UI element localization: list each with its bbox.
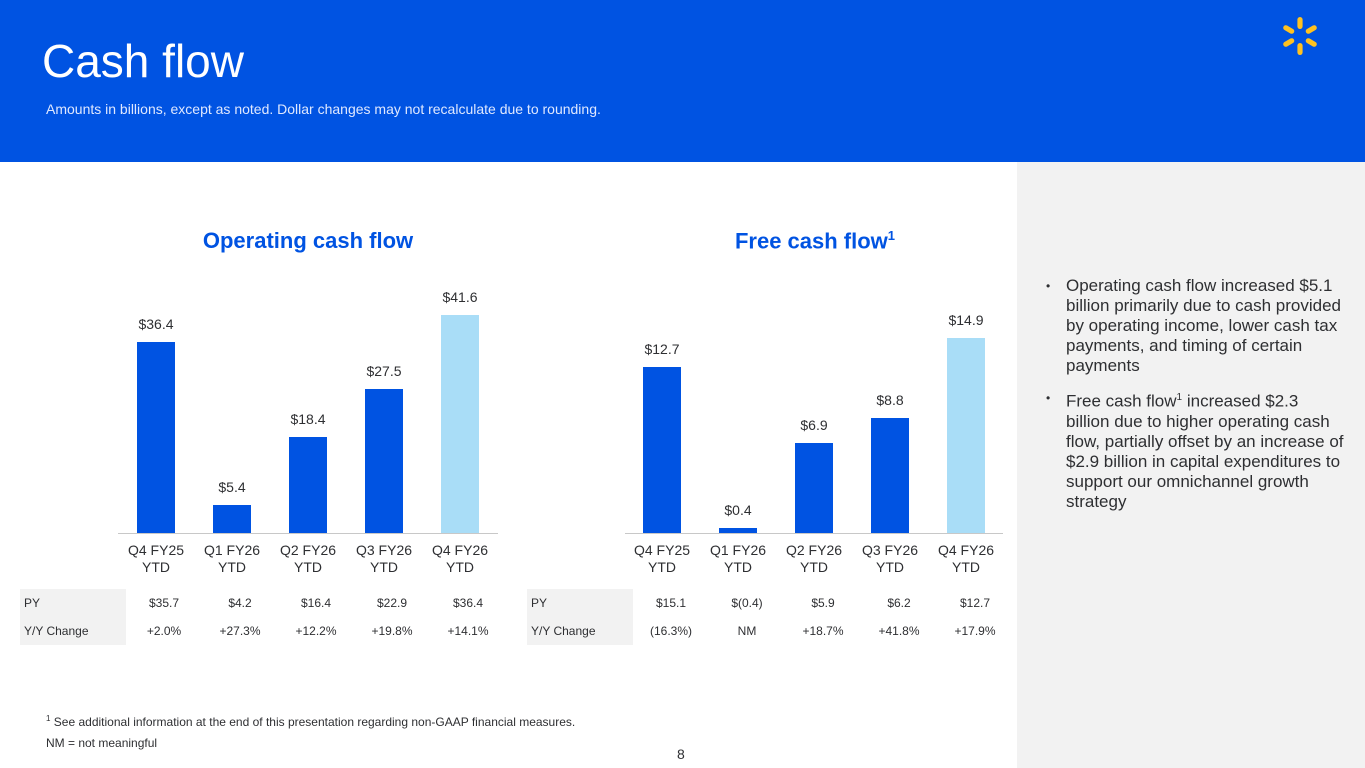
bar: [871, 417, 909, 533]
footnote-ref: 1: [887, 228, 896, 243]
data-label: $14.9: [948, 312, 984, 328]
bar: [365, 388, 403, 533]
page-title: Cash flow: [42, 35, 244, 87]
row-label: Y/Y Change: [20, 617, 126, 645]
table-cell: $(0.4): [731, 596, 763, 610]
spark-logo-icon: [1283, 17, 1317, 55]
bullet-text: Free cash flow: [1066, 391, 1177, 411]
x-tick-label: Q3 FY26 YTD: [861, 542, 919, 575]
table-row: PY $15.1 $(0.4) $5.9 $6.2 $12.7: [527, 589, 1013, 617]
footnote-2: NM = not meaningful: [46, 736, 158, 750]
table-cell: +19.8%: [371, 624, 413, 638]
ocf-title-text: Operating cash flow: [202, 228, 414, 253]
bar: [137, 342, 175, 533]
bar: [289, 436, 327, 533]
table-cell: $5.9: [811, 596, 835, 610]
table-cell: +2.0%: [146, 624, 182, 638]
data-label: $27.5: [366, 362, 402, 379]
table-cell: (16.3%): [649, 624, 693, 638]
x-tick-label: Q3 FY26 YTD: [355, 542, 413, 575]
bar: [213, 504, 251, 533]
table-row: Y/Y Change (16.3%) NM +18.7% +41.8% +17.9%: [527, 617, 1013, 645]
table-row: Y/Y Change +2.0% +27.3% +12.2% +19.8% +14.1%: [20, 617, 506, 645]
row-label: PY: [20, 589, 126, 617]
fcf-title-text: Free cash flow: [734, 228, 888, 254]
bar: [795, 442, 833, 533]
bar: [719, 527, 757, 533]
page-number: 8: [677, 746, 685, 762]
footnote-text: See additional information at the end of…: [53, 715, 576, 729]
table-row: PY $35.7 $4.2 $16.4 $22.9 $36.4: [20, 589, 506, 617]
table-cell: $6.2: [887, 596, 911, 610]
table-cell: +12.2%: [295, 624, 337, 638]
data-label: $36.4: [138, 316, 174, 333]
table-cell: +27.3%: [219, 624, 261, 638]
bar: [441, 315, 479, 533]
ocf-chart-title: Operating cash flow: [108, 228, 508, 254]
bullet-item: Free cash flow1 increased $2.3 billion d…: [1046, 388, 1346, 512]
table-cell: $12.7: [959, 596, 991, 610]
row-label: PY: [527, 589, 633, 617]
bullet-text: increased $2.3 billion due to higher ope…: [1066, 391, 1344, 511]
x-tick-label: Q1 FY26 YTD: [709, 542, 767, 575]
footnote-ref: 1: [1176, 392, 1183, 403]
ocf-table: PY $35.7 $4.2 $16.4 $22.9 $36.4 Y/Y Change +2.0…: [20, 589, 506, 645]
table-cell: +18.7%: [802, 624, 844, 638]
fcf-table: PY $15.1 $(0.4) $5.9 $6.2 $12.7 Y/Y Change (16.…: [527, 589, 1013, 645]
data-label: $6.9: [800, 416, 828, 433]
table-cell: NM: [737, 624, 757, 638]
footnote-sup: 1: [46, 714, 51, 723]
table-cell: $15.1: [655, 596, 687, 610]
data-label: $18.4: [290, 410, 326, 427]
table-cell: +41.8%: [878, 624, 920, 638]
table-cell: $22.9: [376, 596, 408, 610]
table-cell: $35.7: [148, 596, 180, 610]
commentary-bullets: Operating cash flow increased $5.1 billi…: [1046, 276, 1346, 524]
bar: [643, 366, 681, 533]
x-tick-label: Q2 FY26 YTD: [785, 542, 843, 575]
footnote-1: 1 See additional information at the end …: [46, 714, 575, 729]
data-label: $0.4: [724, 501, 752, 518]
x-tick-label: Q4 FY26 YTD: [937, 542, 995, 575]
table-cell: +17.9%: [954, 624, 996, 638]
bullet-item: Operating cash flow increased $5.1 billi…: [1046, 276, 1346, 376]
data-label: $5.4: [218, 478, 246, 495]
table-cell: $4.2: [228, 596, 252, 610]
header: Cash flow Amounts in billions, except as…: [0, 0, 1365, 162]
x-tick-label: Q1 FY26 YTD: [203, 542, 261, 575]
fcf-chart-title: Free cash flow1: [615, 228, 1015, 254]
x-tick-label: Q4 FY26 YTD: [431, 542, 489, 575]
data-label: $41.6: [442, 289, 478, 305]
data-label: $8.8: [876, 391, 904, 408]
data-label: $12.7: [644, 340, 680, 357]
chart-baseline: [625, 533, 1003, 534]
bullet-text: Operating cash flow increased $5.1 billi…: [1066, 276, 1341, 375]
table-cell: +14.1%: [447, 624, 489, 638]
page-subtitle: Amounts in billions, except as noted. Do…: [46, 101, 601, 117]
x-tick-label: Q2 FY26 YTD: [279, 542, 337, 575]
x-tick-label: Q4 FY25 YTD: [633, 542, 691, 575]
chart-baseline: [118, 533, 498, 534]
table-cell: $16.4: [300, 596, 332, 610]
x-tick-label: Q4 FY25 YTD: [127, 542, 185, 575]
bar: [947, 338, 985, 533]
table-cell: $36.4: [452, 596, 484, 610]
row-label: Y/Y Change: [527, 617, 633, 645]
